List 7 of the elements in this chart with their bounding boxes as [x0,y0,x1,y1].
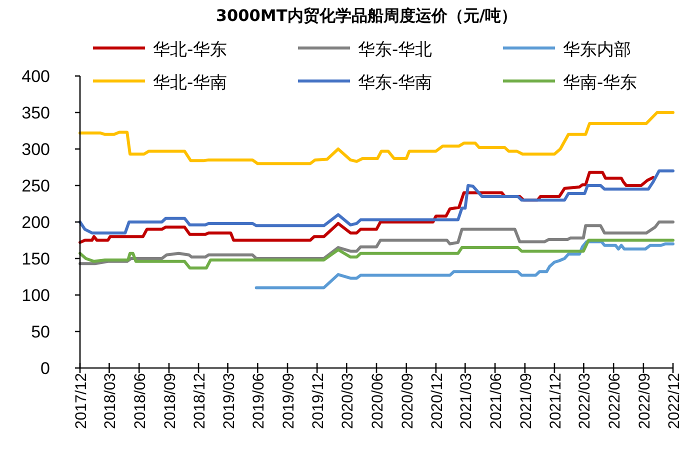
legend-label: 华北-华南 [153,73,228,93]
title: 3000MT内贸化学品船周度运价（元/吨） [216,6,518,25]
legend-label: 华北-华东 [153,40,228,60]
legend-label: 华东内部 [563,40,631,60]
legend-label: 华东-华南 [358,73,432,93]
legend-label: 华东-华北 [358,40,432,60]
legend-label: 华南-华东 [563,73,638,93]
